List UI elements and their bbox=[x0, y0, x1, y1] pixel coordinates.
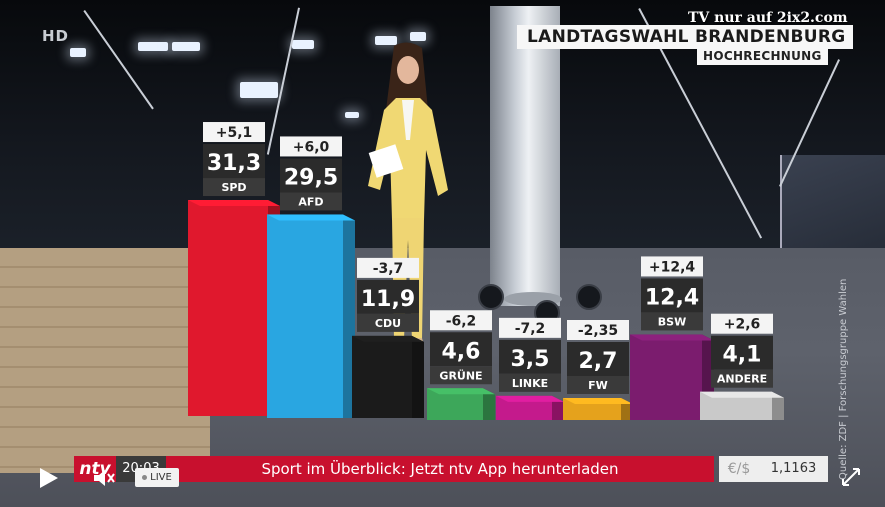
party-box bbox=[499, 373, 561, 392]
floor-marker bbox=[478, 284, 504, 310]
party-label: GRÜNE bbox=[439, 368, 482, 382]
party-label: AFD bbox=[298, 195, 323, 208]
volume-muted-icon[interactable] bbox=[92, 468, 116, 488]
change-box bbox=[280, 136, 342, 157]
fullscreen-icon[interactable] bbox=[840, 466, 862, 488]
bar-side bbox=[483, 388, 495, 420]
party-box bbox=[280, 192, 342, 211]
value-box bbox=[711, 335, 773, 370]
wooden-platform bbox=[0, 248, 210, 473]
bar bbox=[630, 334, 702, 420]
ceiling-light bbox=[172, 42, 200, 51]
news-ticker: ntv 20:03 Sport im Überblick: Jetzt ntv … bbox=[74, 456, 828, 482]
floor-marker bbox=[576, 284, 602, 310]
change-box bbox=[203, 122, 265, 143]
party-box bbox=[430, 366, 492, 385]
value-box bbox=[203, 144, 265, 179]
ticker-headline: Sport im Überblick: Jetzt ntv App herunt… bbox=[166, 456, 714, 482]
value-label: 4,1 bbox=[723, 343, 762, 368]
play-icon[interactable] bbox=[40, 468, 58, 488]
value-box bbox=[280, 158, 342, 193]
value-box bbox=[567, 342, 629, 376]
bar-top bbox=[267, 214, 355, 221]
party-label: BSW bbox=[658, 315, 686, 328]
change-label: -7,2 bbox=[515, 321, 546, 337]
live-button[interactable]: LIVE bbox=[135, 468, 179, 487]
chart-subtitle: HOCHRECHNUNG bbox=[697, 47, 828, 65]
change-box bbox=[567, 320, 629, 340]
change-box bbox=[711, 313, 773, 334]
value-box bbox=[357, 279, 419, 314]
bar-top bbox=[427, 388, 495, 395]
value-label: 12,4 bbox=[645, 285, 699, 310]
party-label: LINKE bbox=[512, 377, 548, 390]
live-dot-icon bbox=[142, 474, 148, 480]
bar-side bbox=[772, 391, 784, 420]
change-label: +6,0 bbox=[293, 139, 330, 155]
change-label: -6,2 bbox=[446, 313, 477, 329]
value-label: 29,5 bbox=[284, 165, 338, 190]
ceiling-light bbox=[240, 82, 278, 98]
change-box bbox=[357, 257, 419, 278]
ceiling-light bbox=[70, 48, 86, 57]
ceiling-light bbox=[292, 40, 314, 49]
party-box bbox=[711, 369, 773, 388]
studio-pillar bbox=[490, 6, 560, 306]
value-label: 4,6 bbox=[442, 339, 481, 364]
channel-watermark: TV nur auf 2ix2.com bbox=[688, 10, 848, 26]
bar-side bbox=[412, 335, 424, 418]
bar-top bbox=[563, 398, 633, 404]
party-label: SPD bbox=[221, 181, 246, 194]
bar-top bbox=[700, 391, 784, 398]
currency-pair-label: €/$ bbox=[719, 456, 759, 482]
source-credit: Quelle: ZDF | Forschungsgruppe Wahlen bbox=[838, 278, 849, 480]
value-box bbox=[430, 332, 492, 367]
party-label: CDU bbox=[375, 317, 401, 330]
change-label: -3,7 bbox=[373, 261, 404, 277]
chart-title: LANDTAGSWAHL BRANDENBURG bbox=[517, 25, 854, 49]
exchange-rate-value: 1,1163 bbox=[759, 456, 828, 482]
value-label: 31,3 bbox=[207, 151, 261, 176]
change-label: -2,35 bbox=[578, 323, 618, 339]
bar-top bbox=[352, 335, 424, 342]
hd-badge: HD bbox=[42, 27, 70, 45]
party-label: ANDERE bbox=[717, 373, 767, 386]
party-box bbox=[203, 178, 265, 197]
bar-side bbox=[552, 395, 564, 420]
ceiling-light bbox=[410, 32, 426, 41]
live-label: LIVE bbox=[150, 472, 172, 483]
value-label: 3,5 bbox=[511, 347, 550, 372]
party-box bbox=[357, 313, 419, 332]
value-label: 11,9 bbox=[361, 287, 415, 312]
bar bbox=[352, 335, 412, 418]
change-box bbox=[499, 317, 561, 338]
value-box bbox=[641, 278, 703, 313]
value-label: 2,7 bbox=[579, 349, 618, 374]
party-box bbox=[641, 312, 703, 331]
change-label: +5,1 bbox=[216, 125, 253, 141]
change-box bbox=[641, 256, 703, 277]
bar bbox=[188, 200, 268, 416]
ceiling-light bbox=[345, 112, 359, 118]
bar-top bbox=[496, 395, 564, 402]
change-label: +2,6 bbox=[724, 317, 761, 333]
party-label: FW bbox=[588, 379, 608, 392]
bar-top bbox=[188, 200, 280, 207]
ceiling-light bbox=[375, 36, 397, 45]
bar-top bbox=[630, 334, 714, 341]
value-box bbox=[499, 339, 561, 374]
ceiling-light bbox=[138, 42, 168, 51]
bar bbox=[267, 214, 343, 418]
change-label: +12,4 bbox=[649, 259, 696, 275]
party-box bbox=[567, 376, 629, 394]
change-box bbox=[430, 310, 492, 331]
